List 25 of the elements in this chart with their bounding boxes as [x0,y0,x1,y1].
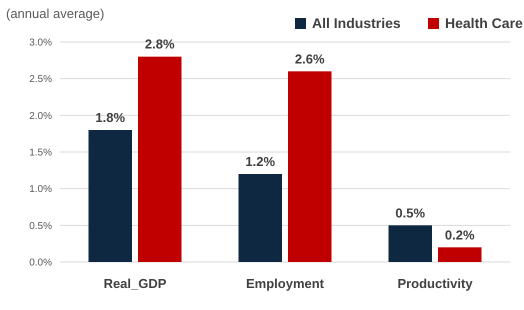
bar [438,247,482,262]
data-label: 2.6% [294,51,325,66]
data-label: 0.5% [395,205,426,220]
y-tick-label: 3.0% [29,38,52,48]
y-tick-label: 1.5% [29,148,52,158]
bar [88,130,132,262]
x-tick-label: Real_GDP [104,276,167,291]
legend-label: All Industries [312,15,401,31]
data-label: 1.2% [245,154,276,169]
data-label: 2.8% [144,36,175,52]
y-tick-label: 2.0% [29,110,52,122]
data-label: 1.8% [95,110,126,125]
legend-label: Health Care [445,15,524,31]
bar [238,174,282,262]
bar [288,71,332,262]
data-label: 0.2% [444,227,475,242]
x-tick-label: Employment [246,276,325,291]
x-tick-label: Productivity [397,276,474,291]
y-tick-label: 0.5% [29,220,52,232]
y-axis-title: (annual average) [6,6,104,21]
bar [388,225,432,262]
y-tick-label: 1.0% [29,184,52,196]
bar [138,56,182,262]
y-tick-label: 0.0% [29,258,52,268]
y-tick-label: 2.5% [29,74,52,86]
